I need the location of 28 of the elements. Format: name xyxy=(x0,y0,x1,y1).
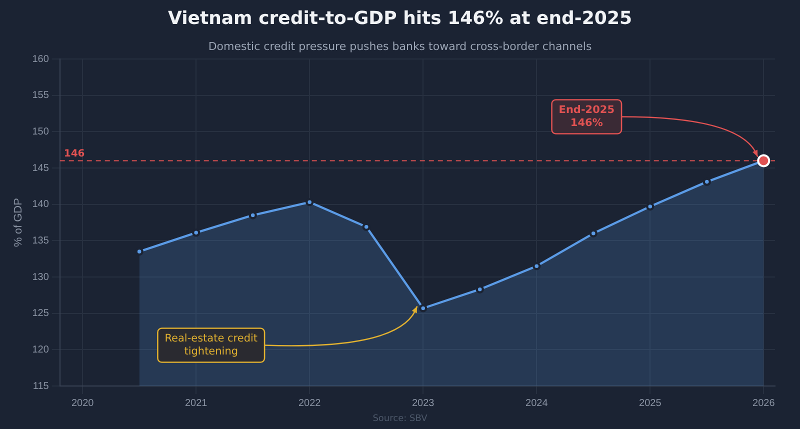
annotation: Real-estate credit tightening xyxy=(164,332,258,358)
x-tick-label: 2020 xyxy=(71,398,94,409)
y-tick-label: 135 xyxy=(32,235,50,246)
point xyxy=(306,198,314,206)
point xyxy=(419,304,428,312)
y-tick-label: 155 xyxy=(32,90,50,102)
x-tick-label: 2021 xyxy=(184,398,208,409)
point xyxy=(192,228,200,237)
y-tick-label: 125 xyxy=(32,308,50,320)
chart-title: Vietnam credit-to-GDP hits 146% at end-2025 xyxy=(166,8,634,29)
y-tick-label: 145 xyxy=(32,162,50,174)
point xyxy=(646,202,654,211)
chart-subtitle: Domestic credit pressure pushes banks toward cross-border channels xyxy=(207,40,593,53)
x-tick-label: 2025 xyxy=(639,398,662,409)
annotation: End-2025 146% xyxy=(558,104,615,129)
y-tick-label: 140 xyxy=(32,199,50,210)
y-tick-label: 120 xyxy=(32,344,50,356)
y-tick-label: 150 xyxy=(32,126,50,138)
y-tick-label: 130 xyxy=(32,272,50,283)
x-tick-label: 2026 xyxy=(752,398,776,409)
point xyxy=(532,262,541,270)
y-axis-title: % of GDP xyxy=(12,198,25,247)
x-tick-label: 2023 xyxy=(412,398,435,409)
ref-line-label: 146 xyxy=(64,148,85,160)
y-tick-label: 115 xyxy=(32,380,50,392)
y-tick-label: 160 xyxy=(32,54,50,65)
x-tick-label: 2024 xyxy=(526,398,548,409)
x-tick-label: 2022 xyxy=(298,398,322,409)
